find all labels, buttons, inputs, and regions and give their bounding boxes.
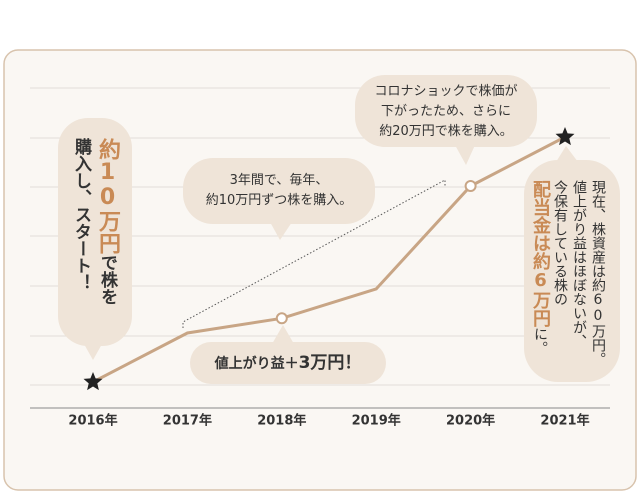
callout-line: 約10万円ずつ株を購入。 (183, 191, 375, 211)
x-tick-label: 2021年 (540, 413, 589, 429)
callout-text: 配当金は約6万円 (530, 180, 551, 327)
x-tick-label: 2019年 (352, 413, 401, 429)
callout-text: 値上がり益はほぼないが、 (571, 180, 587, 348)
callout-line: 約10万円で株を (94, 138, 120, 338)
callout: 値上がり益＋3万円！ (190, 350, 386, 377)
callout-line: 今保有している株の (550, 180, 569, 375)
x-tick-label: 2017年 (163, 413, 212, 429)
callout-text: コロナショックで株価が (374, 84, 518, 99)
callout-line: 値上がり益＋3万円！ (190, 350, 386, 377)
callout-line: 配当金は約6万円に。 (530, 180, 551, 375)
callout-text: 下がったため、さらに (380, 104, 511, 119)
x-tick-label: 2016年 (68, 413, 117, 429)
star-marker (83, 372, 103, 391)
callout-text: 購入し、スタート！ (71, 138, 91, 291)
point-marker (464, 180, 477, 192)
callout-text: 現在、株資産は約60万円。 (590, 180, 606, 366)
callout-text: 値上がり益＋ (214, 356, 299, 372)
callout-line: 3年間で、毎年、 (183, 171, 375, 191)
bracket (182, 179, 446, 328)
callout-text: 3万円！ (298, 353, 362, 373)
callout-text: 約20万円で株を購入。 (379, 124, 513, 139)
card (3, 49, 637, 491)
callout: 約10万円で株を 購入し、スタート！ (68, 138, 120, 338)
callout: コロナショックで株価が 下がったため、さらに 約20万円で株を購入。 (355, 82, 537, 142)
callout: 3年間で、毎年、約10万円ずつ株を購入。 (183, 171, 375, 211)
bubbles (58, 75, 620, 384)
callout-text: に。 (532, 327, 548, 355)
callout-text: 3年間で、毎年、 (229, 173, 329, 188)
star-marker (555, 127, 575, 146)
x-tick-label: 2018年 (257, 413, 306, 429)
callout-text: 約10万円 (95, 138, 120, 254)
callout: 現在、株資産は約60万円。 値上がり益はほぼないが、 今保有している株の 配当金は約6… (530, 180, 607, 375)
callout-line: コロナショックで株価が (355, 82, 537, 102)
line (92, 135, 566, 384)
callout-line: 下がったため、さらに (355, 102, 537, 122)
callout-text: 約10万円ずつ株を購入。 (205, 193, 353, 208)
callout-line: 約20万円で株を購入。 (355, 122, 537, 142)
callout-text: で株を (97, 254, 117, 305)
x-tick-label: 2020年 (446, 413, 495, 429)
callout-line: 現在、株資産は約60万円。 (588, 180, 607, 375)
point-marker (275, 312, 288, 325)
callout-line: 値上がり益はほぼないが、 (569, 180, 588, 375)
callout-line: 購入し、スタート！ (68, 138, 94, 338)
callout-text: 今保有している株の (552, 180, 568, 306)
